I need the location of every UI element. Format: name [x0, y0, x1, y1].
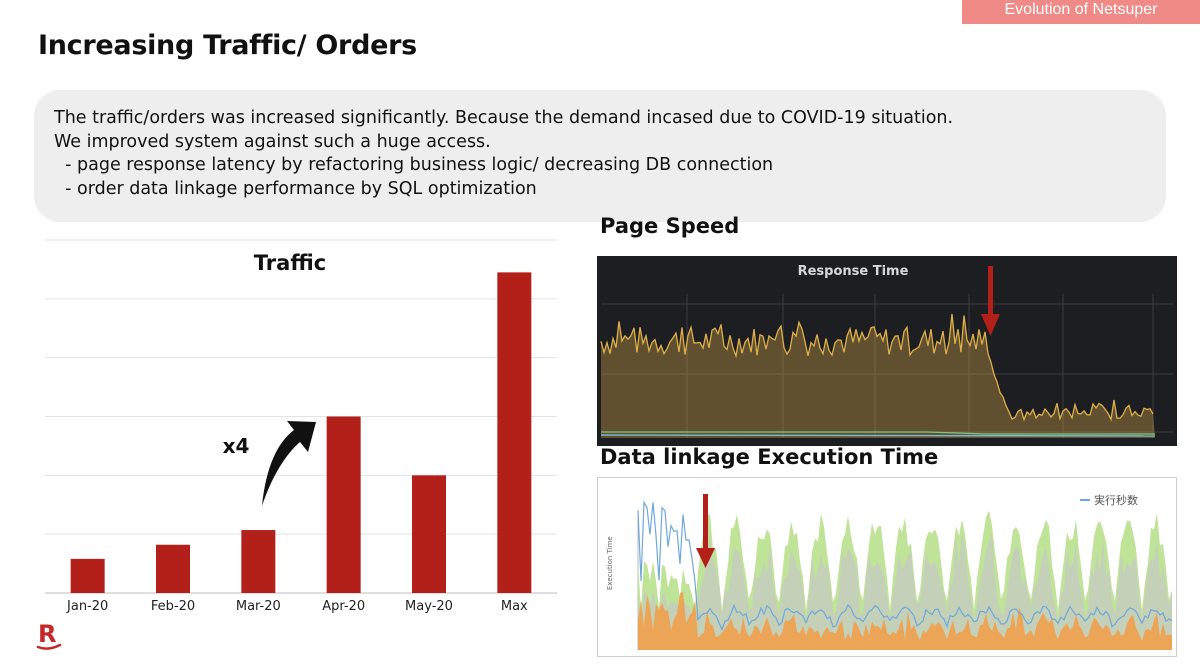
traffic-x-tick-label: Feb-20 [151, 599, 195, 614]
traffic-bar [412, 475, 446, 593]
growth-arrow-icon [262, 421, 316, 506]
traffic-x-tick-label: Jan-20 [66, 599, 108, 614]
legend-label: 実行秒数 [1094, 493, 1138, 507]
data-linkage-heading: Data linkage Execution Time [600, 445, 939, 469]
traffic-bar [241, 530, 276, 593]
response-time-baseline [601, 431, 1155, 435]
response-time-title: Response Time [798, 264, 909, 279]
traffic-bar [156, 544, 190, 593]
company-logo: R [36, 620, 62, 650]
traffic-x-tick-label: Max [501, 599, 528, 614]
traffic-chart-title: Traffic [254, 251, 326, 275]
traffic-bar [326, 416, 361, 593]
execution-time-axis-label: Execution Time [606, 536, 614, 590]
down-arrow-icon [981, 266, 1000, 336]
execution-time-blue-line [637, 500, 1173, 632]
traffic-bar [70, 558, 105, 593]
page-title: Increasing Traffic/ Orders [38, 30, 417, 61]
summary-line: - page response latency by refactoring b… [54, 155, 774, 175]
response-time-gridlines [601, 294, 1173, 438]
summary-line: - order data linkage performance by SQL … [54, 178, 537, 199]
response-time-line [600, 313, 1154, 422]
growth-annotation: x4 [223, 434, 250, 458]
traffic-x-tick-label: May-20 [405, 599, 453, 614]
execution-time-gray-area [638, 533, 1172, 650]
summary-line: The traffic/orders was increased signifi… [54, 108, 954, 128]
execution-time-chart: Execution Time 実行秒数 [597, 477, 1177, 657]
logo-letter: R [38, 620, 56, 648]
traffic-x-tick-label: Apr-20 [322, 599, 365, 614]
execution-time-orange-area [638, 591, 1172, 650]
traffic-bar [497, 272, 532, 593]
summary-box: The traffic/orders was increased signifi… [34, 90, 1166, 222]
summary-line: We improved system against such a huge a… [54, 131, 491, 152]
page-speed-heading: Page Speed [600, 214, 740, 238]
down-arrow-icon [696, 494, 715, 568]
traffic-gridlines [45, 239, 557, 594]
traffic-chart: Traffic Jan-20 Feb-20 Mar-20 Apr-20 May-20 Ma… [45, 239, 557, 614]
section-tag: Evolution of Netsuper [962, 0, 1200, 24]
response-time-chart: Response Time [597, 256, 1177, 446]
traffic-x-tick-label: Mar-20 [236, 599, 281, 614]
response-time-baseline-2 [600, 434, 1156, 437]
response-time-area [601, 314, 1155, 438]
